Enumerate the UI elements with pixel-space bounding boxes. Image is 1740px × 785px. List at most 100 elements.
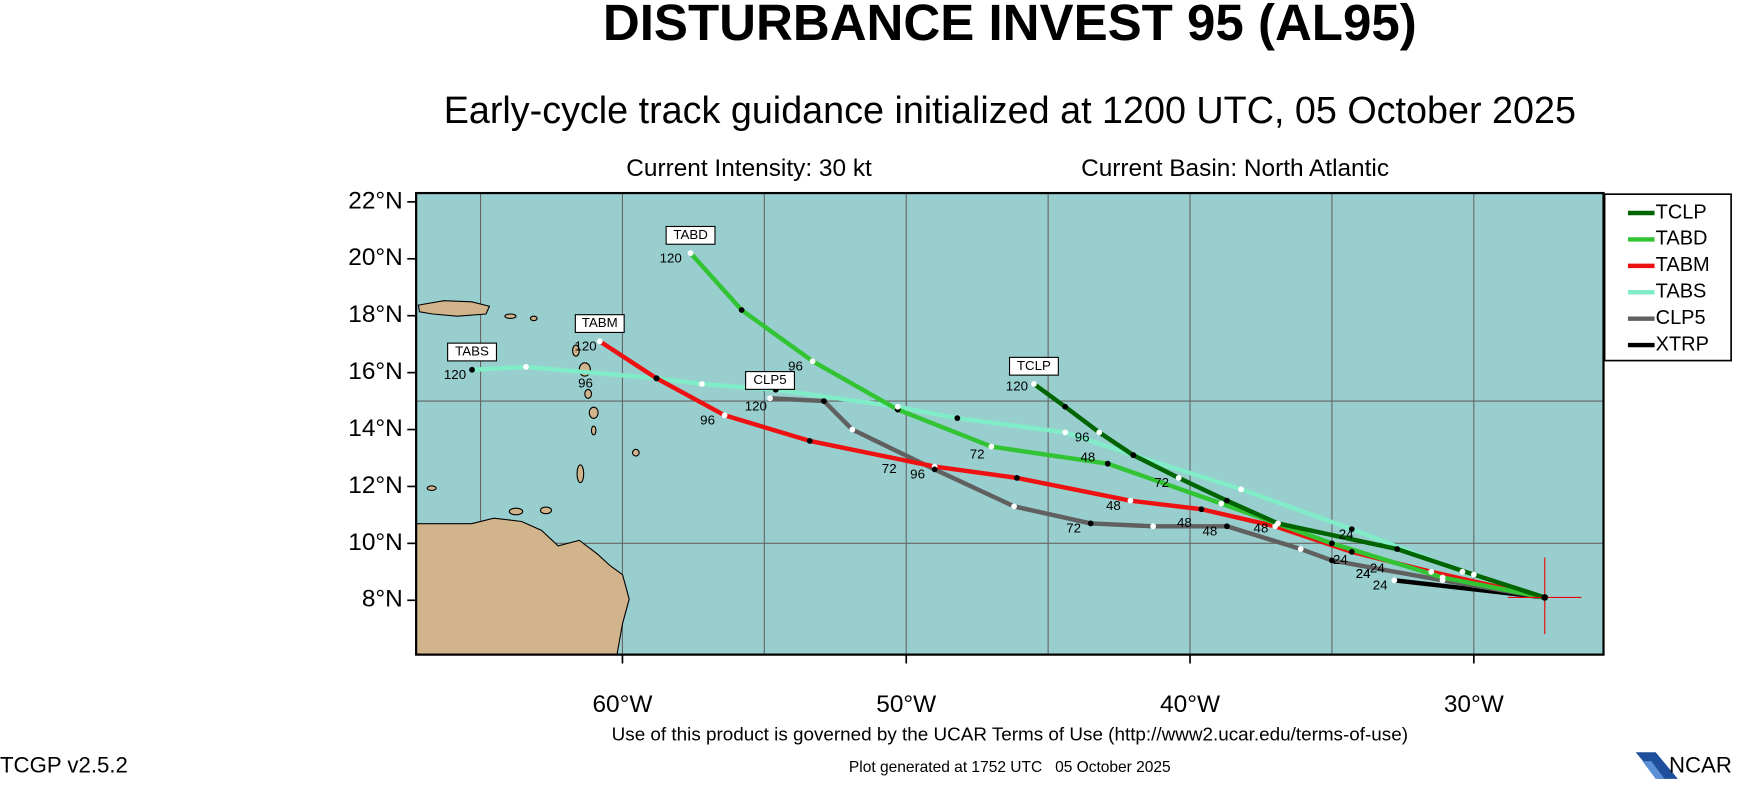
track-point bbox=[1238, 486, 1244, 493]
x-tick-label: 40°W bbox=[1160, 691, 1220, 718]
y-tick-label: 12°N bbox=[348, 472, 403, 499]
legend-label: XTRP bbox=[1656, 333, 1709, 355]
track-point bbox=[1031, 381, 1037, 387]
hour-label: 96 bbox=[788, 358, 803, 373]
y-tick-label: 10°N bbox=[348, 529, 403, 556]
y-tick-label: 16°N bbox=[348, 358, 403, 385]
hour-label: 24 bbox=[1373, 578, 1388, 593]
track-name: TABM bbox=[582, 315, 618, 330]
terms: Use of this product is governed by the U… bbox=[612, 724, 1408, 745]
track-point bbox=[1150, 523, 1157, 530]
logo-mark bbox=[1642, 761, 1665, 779]
hour-label: 48 bbox=[1106, 498, 1121, 513]
y-tick-label: 14°N bbox=[348, 415, 403, 442]
track-point bbox=[1394, 546, 1401, 552]
current-position-dot bbox=[1541, 594, 1549, 601]
track-point bbox=[1062, 429, 1069, 436]
hour-label: 72 bbox=[970, 447, 985, 462]
track-point bbox=[1096, 429, 1103, 436]
hour-label: 96 bbox=[910, 467, 925, 482]
x-tick-label: 30°W bbox=[1444, 691, 1504, 718]
track-point bbox=[894, 403, 901, 410]
track-name: CLP5 bbox=[753, 372, 786, 387]
basin: Current Basin: North Atlantic bbox=[1081, 155, 1389, 182]
legend-label: TABS bbox=[1656, 281, 1707, 303]
legend-label: TCLP bbox=[1656, 201, 1707, 223]
version: TCGP v2.5.2 bbox=[0, 753, 128, 778]
legend: TCLP TABD TABM TABS CLP5 XTRP bbox=[1627, 201, 1710, 355]
track-point bbox=[687, 250, 694, 256]
track-name: TABD bbox=[673, 227, 707, 242]
track-line bbox=[769, 396, 1546, 600]
track-name: TCLP bbox=[1017, 358, 1051, 373]
track-point bbox=[988, 443, 995, 450]
hour-label: 120 bbox=[1006, 378, 1028, 393]
hour-label: 24 bbox=[1356, 566, 1371, 581]
track-point bbox=[1348, 526, 1355, 533]
track-point bbox=[1127, 497, 1134, 504]
track-point bbox=[1428, 568, 1435, 575]
title: DISTURBANCE INVEST 95 (AL95) bbox=[603, 0, 1417, 51]
track-point bbox=[809, 358, 816, 365]
track-point bbox=[1297, 546, 1304, 552]
y-tick-label: 18°N bbox=[348, 301, 403, 328]
track-line bbox=[688, 251, 1546, 600]
logo-mark bbox=[1635, 752, 1678, 779]
intensity: Current Intensity: 30 kt bbox=[626, 155, 872, 182]
track-point bbox=[1224, 523, 1230, 530]
hour-label: 24 bbox=[1370, 560, 1385, 575]
track-point bbox=[699, 381, 705, 387]
track-point bbox=[821, 398, 827, 404]
track-point bbox=[1087, 520, 1094, 527]
y-tick-label: 22°N bbox=[348, 187, 403, 214]
track-point bbox=[1011, 503, 1017, 510]
track-point bbox=[1272, 523, 1279, 530]
hour-label: 72 bbox=[1154, 475, 1169, 490]
south-america bbox=[415, 517, 630, 656]
island bbox=[584, 388, 593, 399]
hour-label: 24 bbox=[1333, 552, 1348, 567]
track-point bbox=[931, 466, 938, 473]
hour-label: 72 bbox=[1066, 521, 1081, 536]
x-tick-label: 50°W bbox=[876, 691, 936, 718]
x-tick-label: 60°W bbox=[592, 691, 652, 718]
track-name-box bbox=[745, 371, 795, 390]
island bbox=[572, 344, 580, 357]
puerto-rico bbox=[417, 300, 491, 317]
track-point bbox=[1218, 500, 1225, 507]
logo-text: NCAR bbox=[1669, 753, 1732, 778]
track-point bbox=[1062, 403, 1069, 410]
track-point bbox=[653, 375, 660, 382]
tracks: 120 96 72 48 24 TCLP 120 96 72 48 24 TABD 120 96 72 48 2… bbox=[444, 225, 1582, 635]
hour-label: 96 bbox=[700, 413, 715, 428]
generated: Plot generated at 1752 UTC 05 October 20… bbox=[849, 759, 1171, 776]
track-point bbox=[806, 438, 813, 444]
island bbox=[508, 507, 524, 516]
track-point bbox=[849, 426, 856, 433]
hour-label: 72 bbox=[882, 461, 897, 476]
subtitle: Early-cycle track guidance initialized a… bbox=[444, 89, 1576, 131]
hour-label: 48 bbox=[1080, 450, 1095, 465]
track-point bbox=[596, 338, 603, 345]
track-point bbox=[1470, 571, 1477, 578]
legend-label: CLP5 bbox=[1656, 307, 1706, 329]
y-tick-label: 20°N bbox=[348, 244, 403, 271]
track-name-box bbox=[665, 225, 716, 245]
track-line bbox=[1032, 382, 1546, 600]
hour-label: 48 bbox=[1254, 521, 1269, 536]
track-point bbox=[1175, 475, 1182, 481]
track-point bbox=[767, 395, 773, 402]
grid bbox=[416, 193, 1604, 655]
track-name-box bbox=[447, 342, 498, 362]
hour-label: 48 bbox=[1202, 523, 1217, 538]
track-point bbox=[738, 307, 745, 313]
track-point bbox=[1329, 540, 1335, 547]
island bbox=[529, 315, 538, 322]
hour-label: 120 bbox=[444, 367, 466, 382]
map-area: 120 96 72 48 24 TCLP 120 96 72 48 24 TABD 120 96 72 48 2… bbox=[415, 191, 1605, 656]
island bbox=[504, 313, 517, 319]
track-point bbox=[1130, 452, 1137, 459]
track-point bbox=[1014, 475, 1020, 481]
